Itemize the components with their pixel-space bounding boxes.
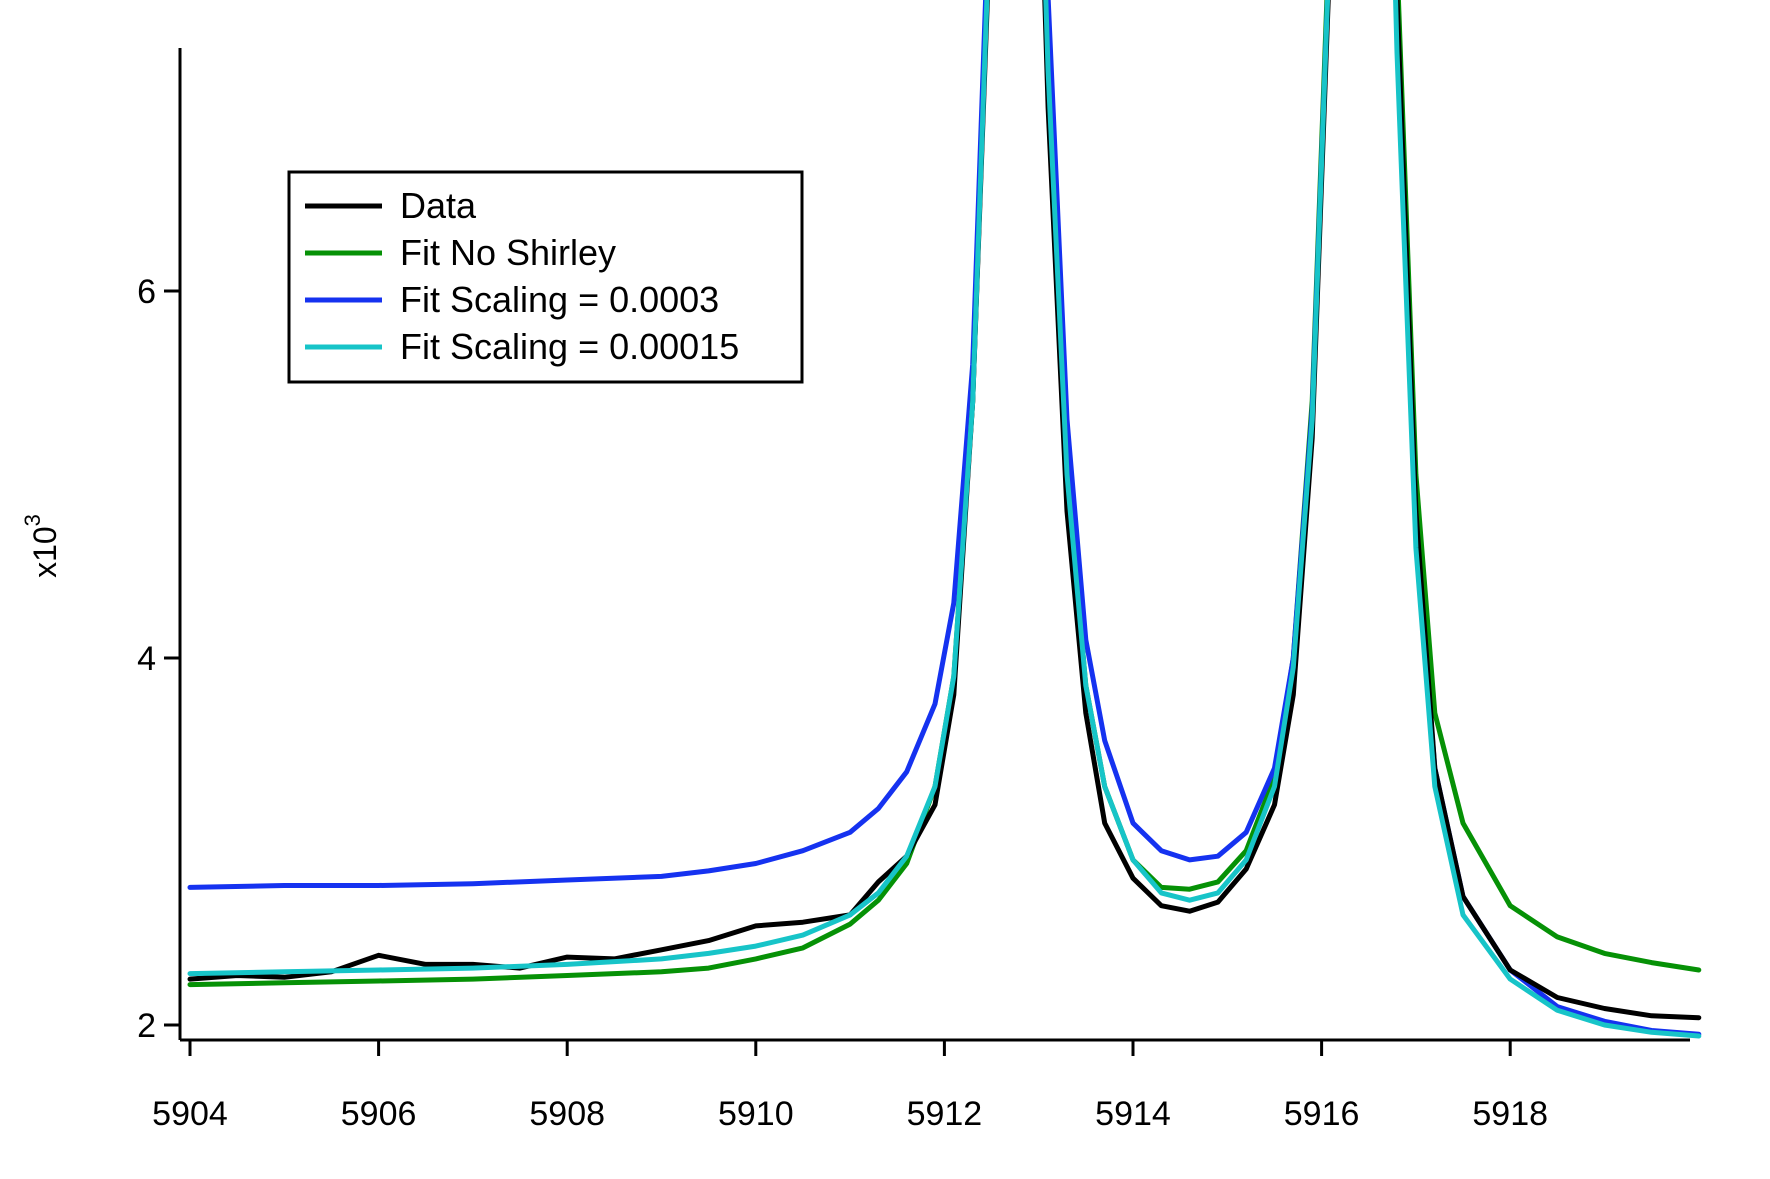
- x-tick-label-5904: 5904: [152, 1095, 228, 1133]
- series-line-data: [187, 0, 1702, 1021]
- x-tick-label-5906: 5906: [341, 1095, 417, 1133]
- legend: Data Fit No Shirley Fit Scaling = 0.0003 Fi…: [287, 170, 804, 384]
- x-tick-label-5908: 5908: [529, 1095, 605, 1133]
- legend-items: Data Fit No Shirley Fit Scaling = 0.0003 Fi…: [305, 185, 739, 367]
- x-tick-label-5910: 5910: [718, 1095, 794, 1133]
- x-tick-label-5912: 5912: [907, 1095, 983, 1133]
- series-line-fit-scaling-0-0003: [187, 0, 1702, 1037]
- y-tick-label-6: 6: [137, 273, 156, 311]
- legend-label-data: Data: [400, 185, 477, 226]
- series-line-fit-no-shirley: [187, 0, 1702, 988]
- axes-layer: [178, 48, 1690, 1042]
- x-tick-label-5918: 5918: [1472, 1095, 1548, 1133]
- ticks-layer: 5904590659085910591259145916591824681012: [137, 273, 1548, 1133]
- y-axis-label-exponent: 3: [20, 514, 45, 526]
- legend-label-fit-scaling-0-0003: Fit Scaling = 0.0003: [400, 279, 719, 320]
- y-axis-label: x103: [20, 514, 63, 578]
- x-tick-label-5916: 5916: [1284, 1095, 1360, 1133]
- y-tick-label-4: 4: [137, 640, 156, 678]
- legend-label-fit-no-shirley: Fit No Shirley: [400, 232, 616, 273]
- y-tick-label-2: 2: [137, 1007, 156, 1045]
- y-axis-label-base: x10: [27, 526, 63, 578]
- series-layer: [187, 0, 1702, 1039]
- series-line-fit-scaling-0-00015: [187, 0, 1702, 1039]
- legend-label-fit-scaling-0-00015: Fit Scaling = 0.00015: [400, 326, 739, 367]
- x-tick-label-5914: 5914: [1095, 1095, 1171, 1133]
